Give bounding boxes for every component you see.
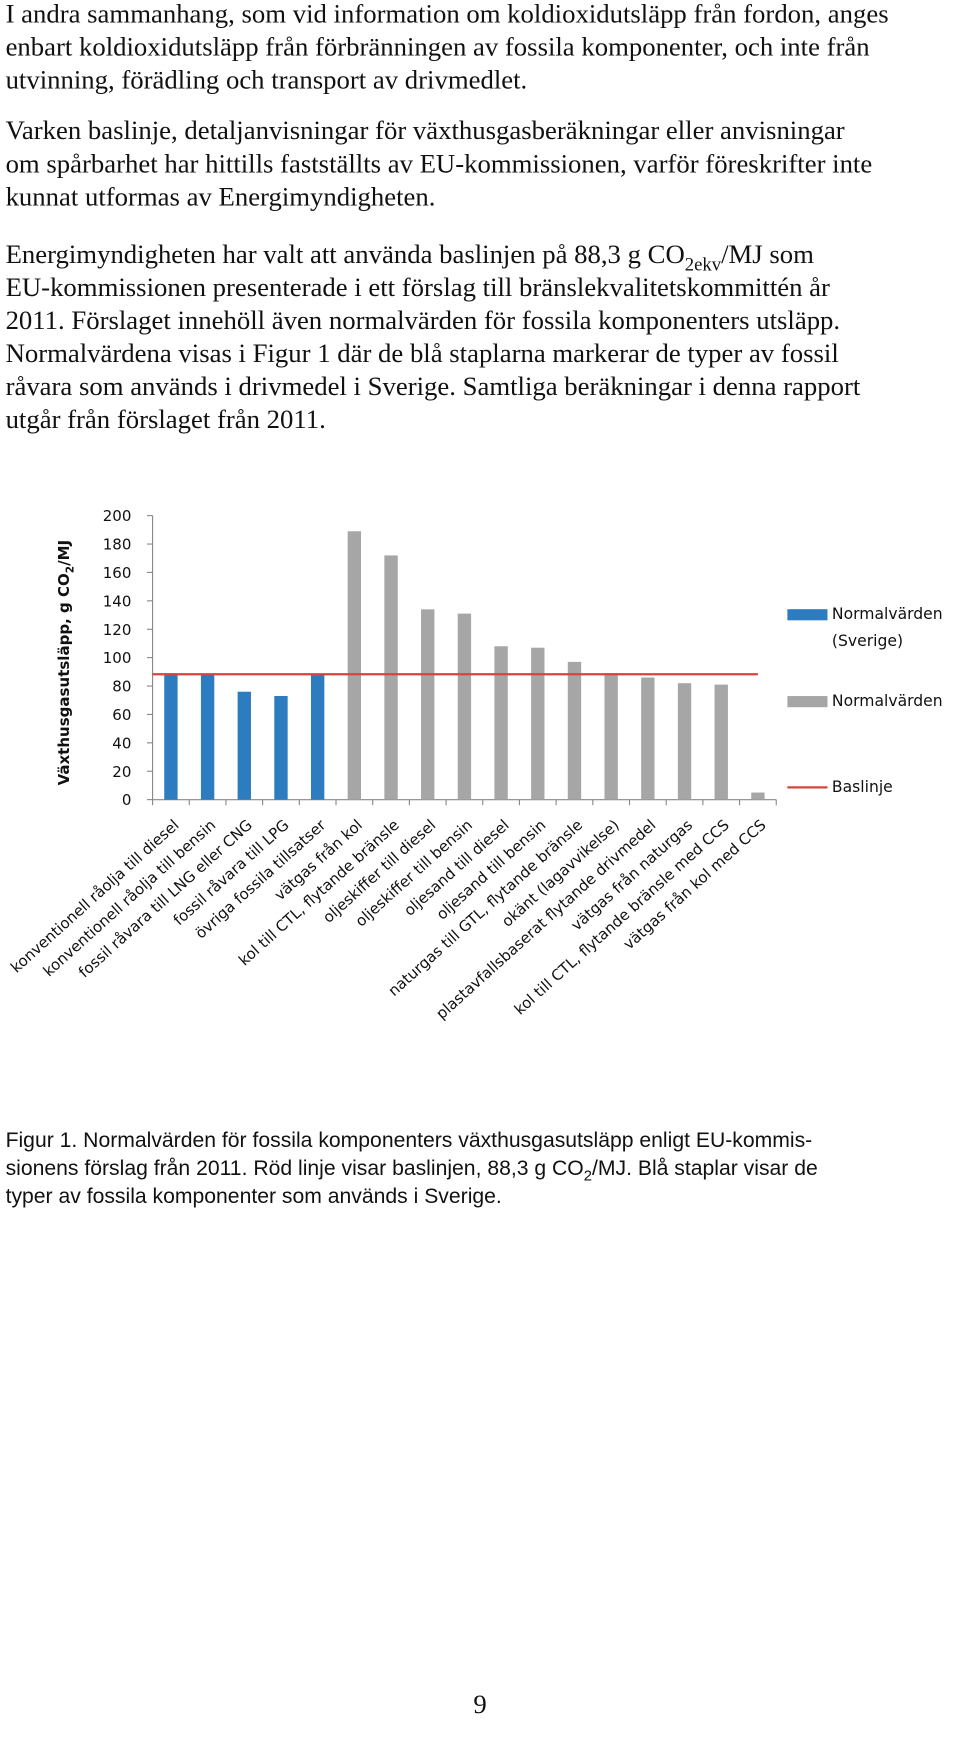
y-tick-label: 40 xyxy=(112,734,131,752)
legend-swatch xyxy=(787,609,828,621)
paragraph-line: I andra sammanhang, som vid information … xyxy=(6,0,889,28)
legend-item: Normalvärden (Sverige) xyxy=(831,605,943,651)
y-tick-label: 20 xyxy=(112,763,131,781)
bar xyxy=(384,555,398,800)
paragraph-line: utvinning, förädling och transport av dr… xyxy=(6,64,528,94)
bar xyxy=(751,792,765,800)
bar xyxy=(677,683,692,800)
bar xyxy=(310,674,325,800)
paragraph-line: EU-kommissionen presenterade i ett försl… xyxy=(6,272,830,302)
bar xyxy=(274,695,288,800)
y-tick-label: 160 xyxy=(103,564,132,582)
legend-item: Normalvärden xyxy=(831,692,943,711)
bar xyxy=(200,674,215,800)
legend-label: Baslinje xyxy=(831,778,893,797)
text-segment: /MJ som xyxy=(721,239,814,269)
paragraph-line: 2011. Förslaget innehöll även normalvärd… xyxy=(6,305,841,335)
text-segment: /MJ. Blå staplar visar de xyxy=(592,1157,818,1180)
paragraph-line: råvara som används i drivmedel i Sverige… xyxy=(6,371,861,401)
paragraph-line: Energimyndigheten har valt att använda b… xyxy=(6,239,815,276)
bar xyxy=(714,684,728,800)
page-number: 9 xyxy=(473,1689,486,1719)
y-tick-label: 100 xyxy=(103,649,132,667)
caption-line: sionens förslag från 2011. Röd linje vis… xyxy=(6,1157,818,1185)
subscript: 2 xyxy=(584,1169,592,1185)
caption-line: Figur 1. Normalvärden för fossila kompon… xyxy=(6,1129,813,1152)
bar xyxy=(567,661,582,800)
y-tick-label: 80 xyxy=(112,678,131,696)
bar xyxy=(604,673,618,800)
text-segment: /MJ xyxy=(55,540,73,566)
bar xyxy=(164,673,178,800)
bar xyxy=(641,677,655,800)
paragraph-line: enbart koldioxidutsläpp från förbränning… xyxy=(6,31,870,61)
text-segment: sionens förslag från 2011. Röd linje vis… xyxy=(6,1157,584,1180)
y-tick-label: 140 xyxy=(103,592,132,610)
paragraph-line: utgår från förslaget från 2011. xyxy=(6,404,326,434)
bar xyxy=(237,691,251,800)
bar xyxy=(494,646,508,800)
y-tick-label: 180 xyxy=(103,536,132,554)
y-tick-label: 120 xyxy=(103,621,132,639)
text-segment: Växthusgasutsläpp, g CO xyxy=(55,573,73,785)
paragraph-line: Normalvärdena visas i Figur 1 där de blå… xyxy=(6,338,839,368)
bar xyxy=(531,647,545,800)
subscript: 2 xyxy=(65,566,77,573)
paragraph-line: kunnat utformas av Energimyndigheten. xyxy=(6,181,436,211)
legend-item: Baslinje xyxy=(831,778,893,797)
y-axis-label: Växthusgasutsläpp, g CO2/MJ xyxy=(55,540,76,786)
legend-swatch xyxy=(787,696,828,708)
paragraph-line: om spårbarhet har hittills fastställts a… xyxy=(6,148,873,178)
caption-line: typer av fossila komponenter som används… xyxy=(6,1185,502,1208)
bar xyxy=(457,613,472,800)
legend-label: Normalvärden xyxy=(831,692,943,711)
paragraph-line: Varken baslinje, detaljanvisningar för v… xyxy=(6,115,845,145)
subscript: 2ekv xyxy=(685,255,722,276)
y-tick-label: 60 xyxy=(112,706,131,724)
bar xyxy=(421,609,435,800)
legend-label: Normalvärden (Sverige) xyxy=(831,605,943,651)
page-content: I andra sammanhang, som vid information … xyxy=(6,0,943,1719)
text-segment: Energimyndigheten har valt att använda b… xyxy=(6,239,685,269)
y-tick-label: 200 xyxy=(103,507,132,525)
bar xyxy=(347,531,362,800)
y-tick-label: 0 xyxy=(122,791,132,809)
